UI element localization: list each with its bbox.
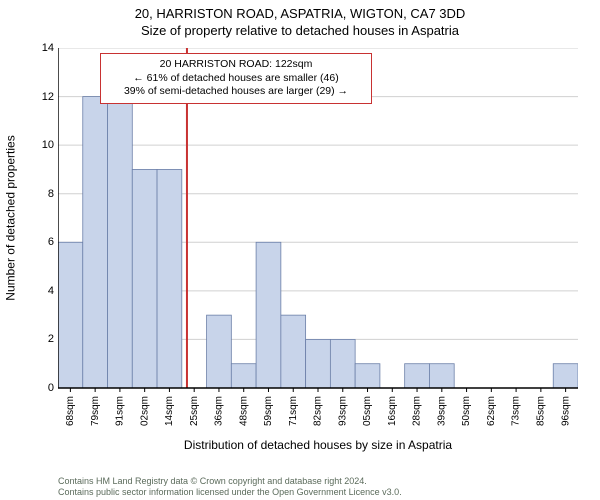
x-tick-label: 193sqm <box>337 396 348 426</box>
annotation-line2: ← 61% of detached houses are smaller (46… <box>107 72 365 86</box>
x-tick-label: 285sqm <box>535 396 546 426</box>
x-tick-label: 273sqm <box>511 396 522 426</box>
y-tick-label: 12 <box>36 91 54 103</box>
x-tick-label: 205sqm <box>362 396 373 426</box>
chart-svg: 68sqm 79sqm 91sqm 102sqm 114sqm 125sqm 136sqm 1… <box>58 48 578 426</box>
footer-line2: Contains public sector information licen… <box>58 487 578 498</box>
x-tick-label: 182sqm <box>313 396 324 426</box>
x-tick-label: 262sqm <box>486 396 497 426</box>
x-tick-label: 250sqm <box>461 396 472 426</box>
footer-attribution: Contains HM Land Registry data © Crown c… <box>58 476 578 498</box>
x-axis-label: Distribution of detached houses by size … <box>58 438 578 452</box>
x-tick-label: 68sqm <box>65 396 76 426</box>
x-tick-label: 216sqm <box>387 396 398 426</box>
annotation-box: 20 HARRISTON ROAD: 122sqm ← 61% of detac… <box>100 53 372 104</box>
y-tick-label: 4 <box>36 285 54 297</box>
chart-title-address: 20, HARRISTON ROAD, ASPATRIA, WIGTON, CA… <box>0 6 600 21</box>
y-axis-label-container: Number of detached properties <box>4 48 18 388</box>
x-tick-label: 91sqm <box>115 396 126 426</box>
chart-plot-area: 68sqm 79sqm 91sqm 102sqm 114sqm 125sqm 136sqm 1… <box>58 48 578 426</box>
x-tick-label: 136sqm <box>214 396 225 426</box>
y-tick-label: 6 <box>36 236 54 248</box>
y-axis-label: Number of detached properties <box>4 135 18 300</box>
annotation-line3: 39% of semi-detached houses are larger (… <box>107 85 365 99</box>
y-tick-label: 2 <box>36 333 54 345</box>
x-tick-label: 148sqm <box>238 396 249 426</box>
x-tick-label: 239sqm <box>436 396 447 426</box>
x-tick-label: 79sqm <box>90 396 101 426</box>
x-tick-label: 114sqm <box>164 396 175 426</box>
annotation-line1: 20 HARRISTON ROAD: 122sqm <box>107 58 365 72</box>
x-tick-label: 125sqm <box>189 396 200 426</box>
y-tick-label: 14 <box>36 42 54 54</box>
x-tick-label: 171sqm <box>288 396 299 426</box>
chart-title-desc: Size of property relative to detached ho… <box>0 23 600 38</box>
x-tick-label: 102sqm <box>139 396 150 426</box>
y-tick-label: 0 <box>36 382 54 394</box>
y-tick-label: 8 <box>36 188 54 200</box>
y-tick-label: 10 <box>36 139 54 151</box>
x-tick-label: 228sqm <box>412 396 423 426</box>
x-tick-label: 296sqm <box>560 396 571 426</box>
x-tick-label: 159sqm <box>263 396 274 426</box>
footer-line1: Contains HM Land Registry data © Crown c… <box>58 476 578 487</box>
